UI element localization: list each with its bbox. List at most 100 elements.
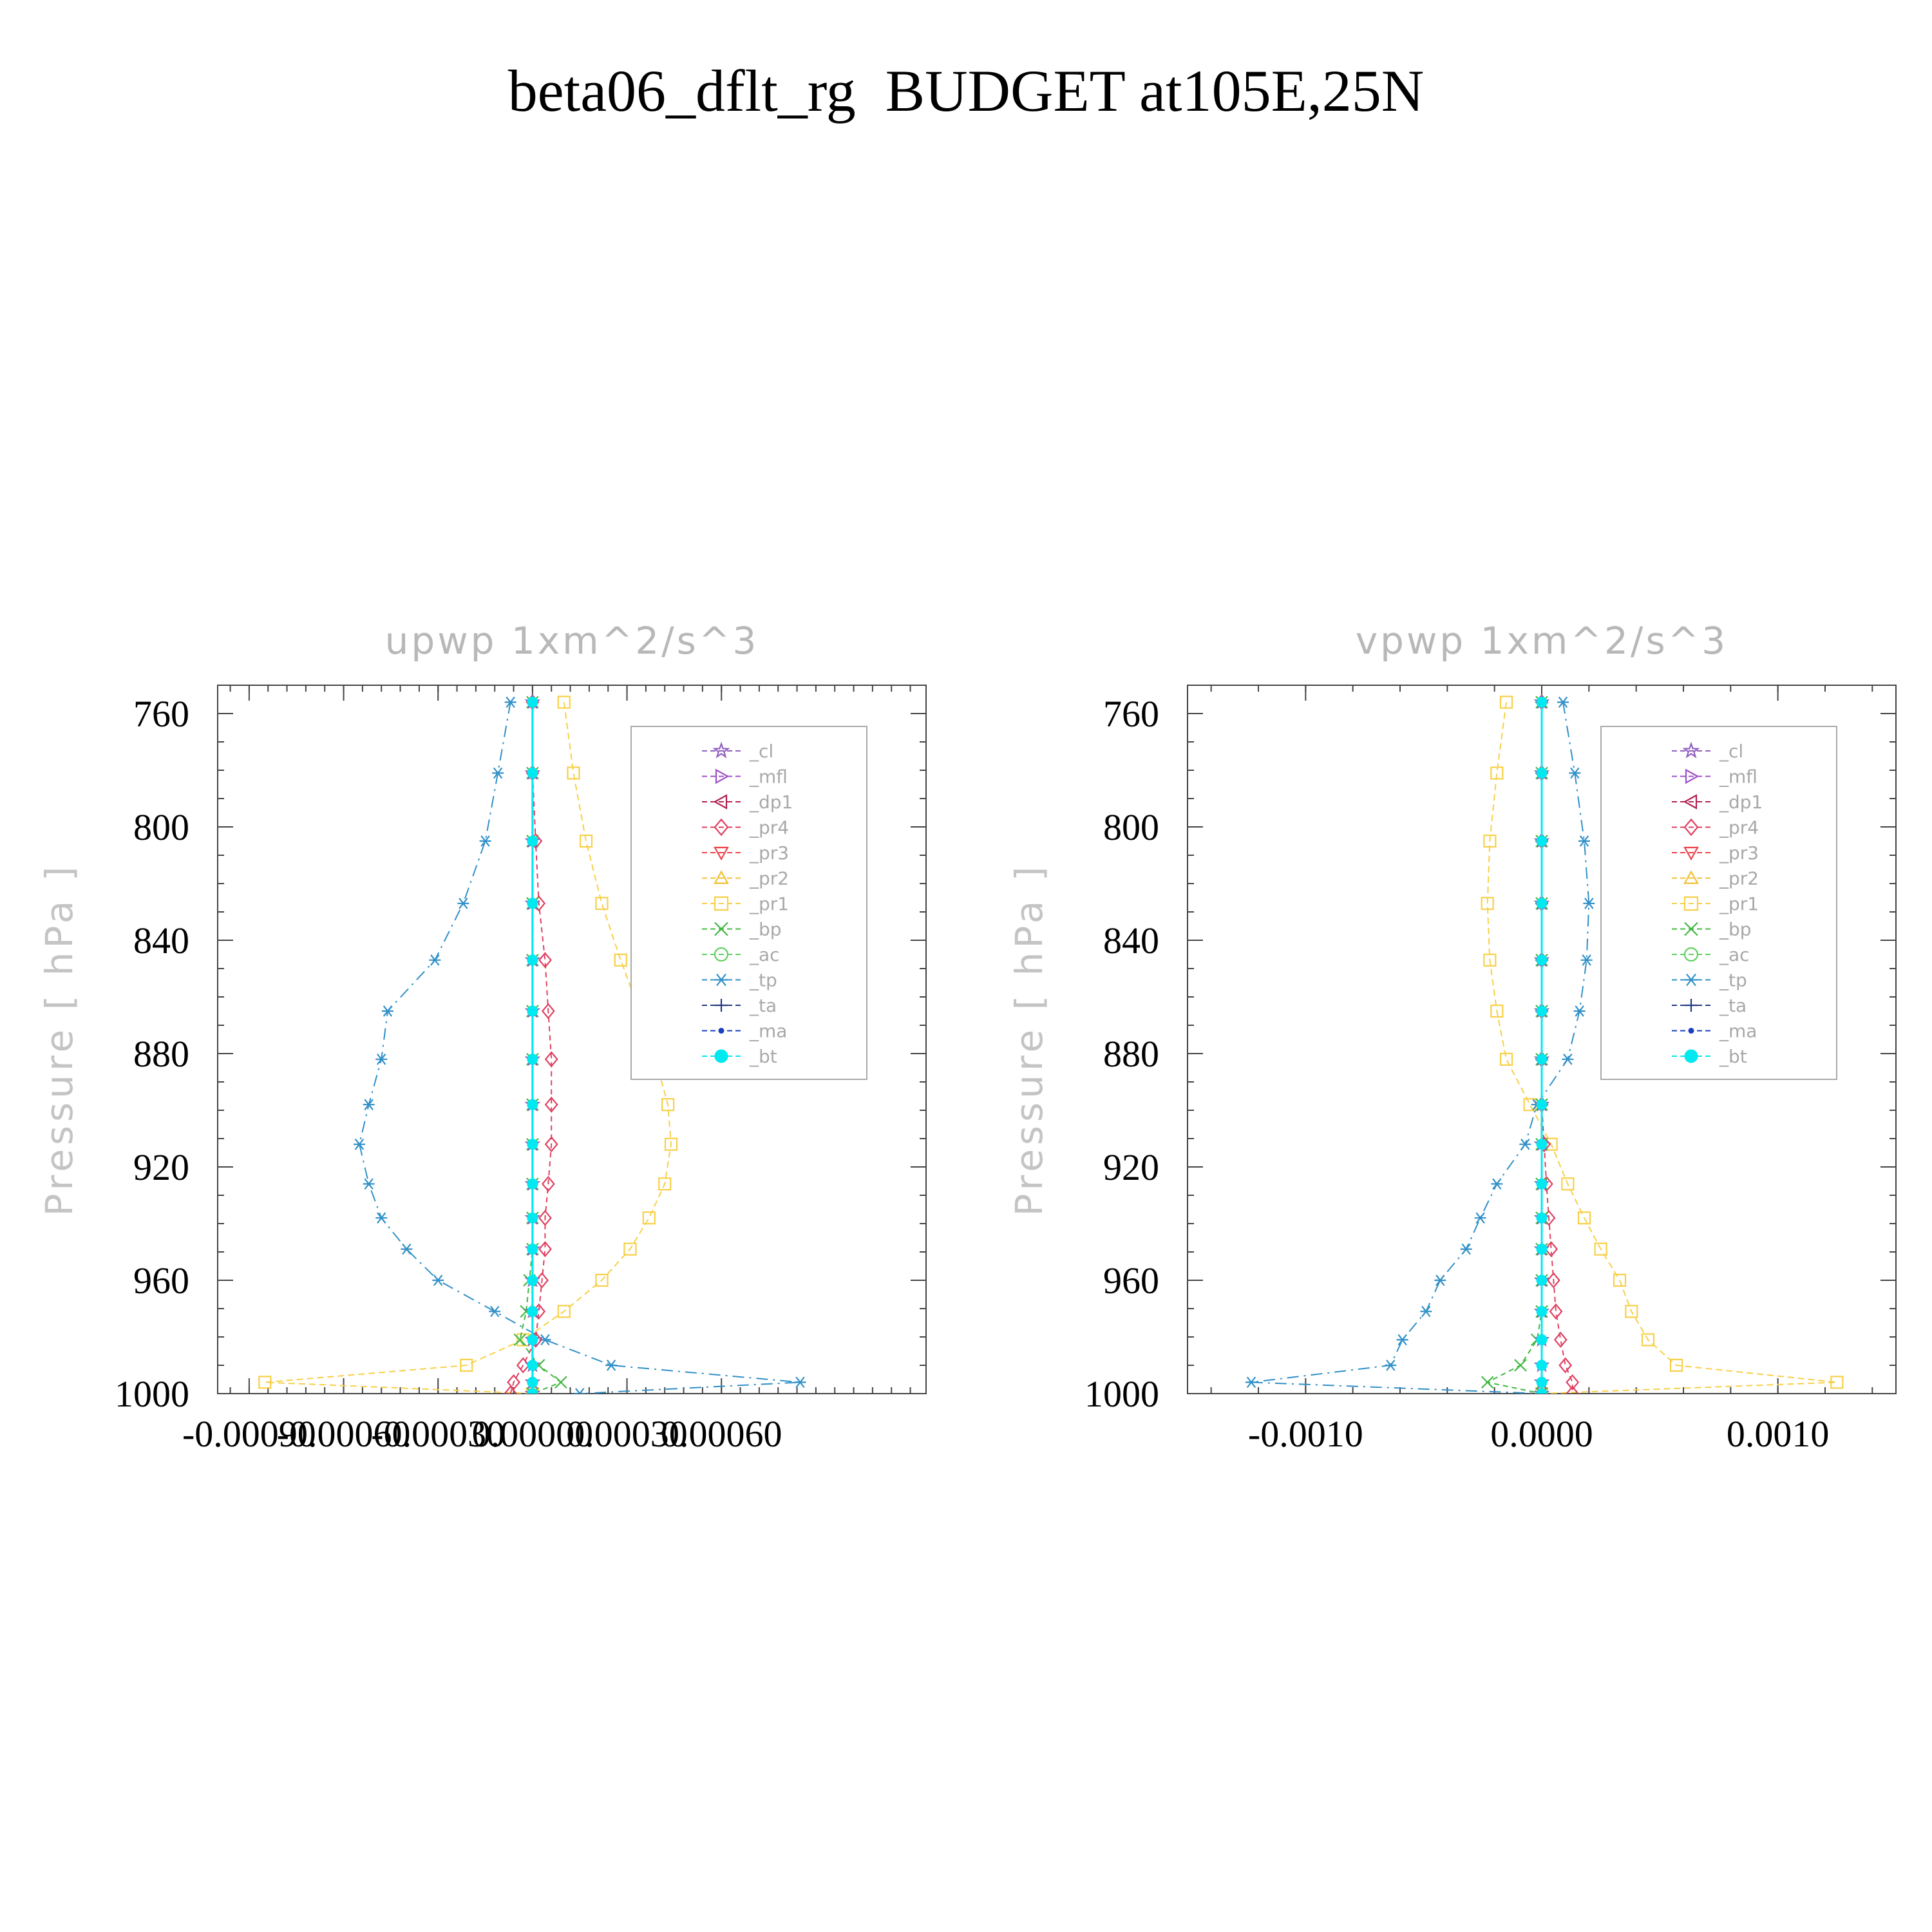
data-point-pr4: [1566, 1374, 1580, 1390]
legend-label: _tp: [749, 970, 777, 991]
data-point-bt: [527, 1054, 538, 1065]
data-point-bt: [1536, 696, 1548, 708]
data-point-pr4: [538, 1209, 552, 1226]
x-tick-label: 0.00000: [472, 1413, 594, 1455]
data-point-tp: [1385, 1359, 1397, 1371]
data-point-bt: [1536, 954, 1548, 966]
data-point-bt: [527, 767, 538, 779]
series-line-pr1: [1486, 702, 1837, 1394]
data-point-tp: [1519, 1139, 1531, 1150]
data-point-tp: [1460, 1243, 1472, 1255]
data-point-pr1: [1490, 1004, 1504, 1018]
panel-title: vpwp 1xm^2/s^3: [1356, 619, 1728, 663]
y-tick-label: 960: [1103, 1260, 1159, 1302]
data-point-tp: [574, 1388, 586, 1394]
data-point-tp: [1569, 767, 1581, 779]
y-tick-label: 960: [133, 1260, 189, 1302]
data-point-bt: [527, 1388, 538, 1394]
data-point-bt: [1536, 767, 1548, 779]
y-tick-label: 920: [133, 1146, 189, 1188]
legend-marker: [1682, 741, 1700, 759]
data-point-pr1: [1490, 766, 1504, 780]
legend-box: [1600, 726, 1837, 1080]
legend-label: _ac: [1719, 944, 1750, 965]
data-point-bt: [1536, 1376, 1548, 1388]
data-point-bp: [554, 1376, 567, 1389]
chart-panel-1: upwp 1xm^2/s^3 Pressure [ hPa ] 760 800 840 8…: [37, 619, 927, 1455]
legend-label: _mfl: [749, 766, 788, 788]
data-point-pr1: [1641, 1333, 1655, 1347]
data-point-tp: [354, 1139, 365, 1150]
data-point-pr1: [1613, 1273, 1627, 1287]
plot-frame: [217, 685, 927, 1394]
data-point-pr4: [544, 1096, 558, 1113]
data-point-pr1: [642, 1211, 656, 1225]
data-point-pr1: [595, 896, 609, 910]
legend-marker: [713, 794, 728, 810]
data-point-pr4: [1553, 1331, 1567, 1348]
data-point-bt: [527, 1376, 538, 1388]
legend-marker: [714, 947, 729, 962]
legend-marker: [714, 870, 729, 884]
data-point-pr1: [614, 953, 627, 967]
data-point-bt: [527, 1359, 538, 1371]
legend-label: _ac: [749, 944, 780, 965]
data-point-bt: [527, 835, 538, 847]
data-point-tp: [1583, 898, 1595, 909]
y-axis-title: Pressure [ hPa ]: [1007, 863, 1051, 1217]
data-point-pr1: [661, 1098, 675, 1112]
data-point-pr1: [258, 1376, 272, 1389]
series-line-pr1: [265, 702, 672, 1394]
data-point-pr1: [664, 1137, 678, 1151]
legend-box: [630, 726, 867, 1080]
data-point-bt: [527, 1305, 538, 1317]
data-point-bt: [527, 696, 538, 708]
data-point-pr1: [557, 696, 571, 709]
data-point-bt: [527, 1005, 538, 1017]
data-point-pr1: [460, 1358, 473, 1372]
legend-label: _pr2: [1719, 868, 1759, 889]
data-point-tp: [1420, 1305, 1432, 1318]
data-point-pr4: [504, 1385, 518, 1394]
legend-marker: [1683, 818, 1699, 837]
data-point-bt: [1536, 835, 1548, 847]
data-point-pr1: [595, 1273, 609, 1287]
data-point-tp: [1396, 1334, 1408, 1346]
legend-marker: [1683, 947, 1699, 962]
data-point-pr1: [623, 1242, 637, 1256]
data-point-tp: [363, 1178, 375, 1190]
legend-label: _cl: [1719, 741, 1743, 762]
data-point-pr4: [1549, 1303, 1563, 1320]
legend-marker: [1683, 896, 1699, 911]
data-point-tp: [1491, 1178, 1503, 1190]
legend-label: _pr1: [749, 893, 789, 914]
legend-label: _pr2: [749, 868, 789, 889]
x-tick-label: -0.00030: [371, 1413, 505, 1455]
legend-marker: [1684, 1049, 1698, 1063]
data-point-bt: [1536, 1334, 1548, 1345]
data-point-tp: [605, 1359, 618, 1371]
y-tick-label: 840: [133, 920, 189, 961]
data-point-bp: [1514, 1359, 1527, 1372]
data-point-bt: [527, 1212, 538, 1224]
y-tick-label: 760: [1103, 693, 1159, 735]
data-point-bt: [1536, 1054, 1548, 1065]
x-tick-label: 0.0010: [1727, 1413, 1830, 1455]
legend-label: _dp1: [749, 791, 793, 813]
y-tick-label: 920: [1103, 1146, 1159, 1188]
data-point-pr1: [1483, 834, 1497, 848]
data-point-bt: [527, 1139, 538, 1150]
data-point-tp: [432, 1274, 444, 1286]
data-point-tp: [1562, 1054, 1574, 1065]
data-point-bt: [1536, 1178, 1548, 1189]
data-point-pr1: [1830, 1376, 1844, 1389]
legend-marker: [1684, 922, 1698, 936]
legend-label: _tp: [1719, 970, 1747, 991]
legend-marker: [715, 999, 728, 1012]
legend-marker: [1683, 794, 1698, 810]
data-point-bt: [1536, 1139, 1548, 1150]
legend-label: _pr3: [749, 842, 789, 864]
legend-marker: [714, 818, 729, 837]
data-point-bt: [527, 1178, 538, 1189]
y-tick-label: 760: [133, 693, 189, 735]
